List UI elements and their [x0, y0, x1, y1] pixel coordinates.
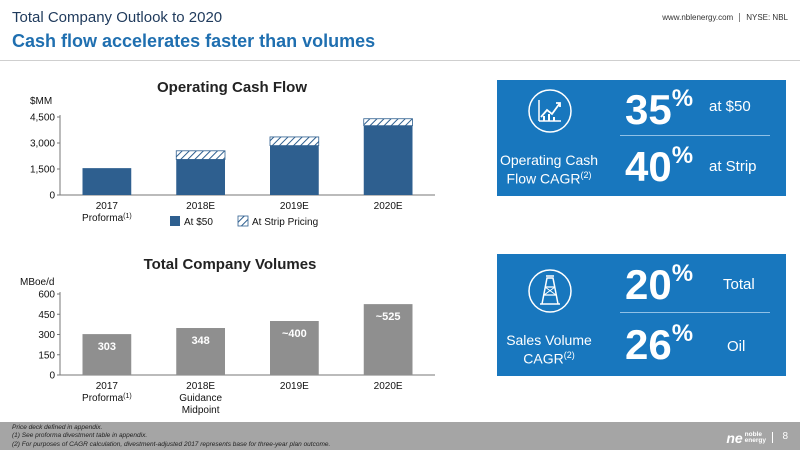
y-axis-label-0: $MM	[30, 96, 52, 107]
x-tick-label-1-2-0: 2019E	[280, 381, 309, 392]
ticker: NYSE: NBL	[746, 13, 788, 22]
legend-swatch-0-0	[170, 216, 180, 226]
chart-title-1: Total Company Volumes	[144, 256, 317, 273]
bar-0-0-0	[82, 168, 132, 195]
footer-notes: Price deck defined in appendix. (1) See …	[12, 424, 330, 449]
footnote-2: (2) For purposes of CAGR calculation, di…	[12, 440, 331, 448]
footer-bar	[0, 422, 800, 450]
footnote-1: (1) See proforma divestment table in app…	[12, 432, 148, 440]
y-tick-label-0-2: 3,000	[30, 139, 55, 150]
x-tick-label-0-0-1: Proforma(1)	[82, 213, 132, 224]
y-tick-label-0-0: 0	[49, 191, 55, 202]
y-axis-label-1: MBoe/d	[20, 277, 54, 288]
kpi-box-volume: Sales Volume CAGR(2) 20% Total 26% Oil	[497, 254, 786, 376]
kpi-value-volume-oil: 26%	[625, 320, 694, 368]
bar-1-1	[176, 328, 225, 375]
x-tick-label-1-1-2: Midpoint	[182, 405, 220, 416]
bar-0-0-2	[270, 145, 319, 195]
bar-0-1-3	[363, 118, 413, 127]
bar-1-3	[363, 304, 413, 375]
kpi-value-cash-flow-50: 35%	[625, 85, 694, 133]
bar-0-0-1	[176, 159, 225, 195]
company-logo: ne noble energy	[726, 430, 766, 446]
legend-label-0-0: At $50	[184, 217, 213, 228]
kpi-label-volume: Sales Volume CAGR(2)	[506, 332, 592, 367]
footnote-price-deck: Price deck defined in appendix.	[12, 424, 103, 431]
kpi-desc-volume-total: Total	[723, 276, 755, 293]
bar-1-0	[82, 334, 132, 375]
kpi-value-cash-flow-strip: 40%	[625, 142, 694, 190]
y-tick-label-1-2: 300	[38, 330, 55, 341]
slide-subtitle: Cash flow accelerates faster than volume…	[12, 31, 376, 51]
kpi-desc-volume-oil: Oil	[727, 338, 746, 355]
data-label-1-1: 348	[191, 335, 209, 347]
bar-0-0-3	[363, 125, 413, 195]
legend-label-0-1: At Strip Pricing	[252, 217, 318, 228]
bar-0-1-1	[175, 150, 226, 160]
y-tick-label-1-1: 150	[38, 350, 55, 361]
x-tick-footnote-0-0: (1)	[123, 213, 132, 220]
page-divider	[772, 432, 773, 443]
x-tick-label-0-0-0: 2017	[96, 201, 119, 212]
data-label-1-0: 303	[98, 341, 116, 353]
website-link[interactable]: www.nblenergy.com	[662, 13, 734, 22]
x-tick-label-0-1-0: 2018E	[186, 201, 215, 212]
legend-swatch-0-1	[237, 215, 249, 227]
logo-mark: ne	[726, 430, 743, 446]
header-rule	[0, 60, 800, 61]
kpi-value-volume-total: 20%	[625, 260, 694, 308]
data-label-1-3: ~525	[376, 311, 401, 323]
kpi-label-cash-flow: Operating Cash Flow CAGR(2)	[499, 152, 599, 187]
kpi-divider-volume	[620, 312, 770, 313]
kpi-divider-cash-flow	[620, 135, 770, 136]
y-tick-label-1-0: 0	[49, 371, 55, 382]
data-label-1-2: ~400	[282, 328, 307, 340]
header-right: www.nblenergy.com NYSE: NBL	[662, 13, 788, 22]
x-tick-footnote-1-0: (1)	[123, 393, 132, 400]
logo-words: noble energy	[744, 430, 766, 444]
x-tick-label-1-0-1: Proforma(1)	[82, 393, 132, 404]
chart-title-0: Operating Cash Flow	[157, 79, 307, 96]
kpi-desc-cash-flow-strip: at Strip	[709, 158, 757, 175]
kpi-box-cash-flow: Operating Cash Flow CAGR(2) 35% at $50 4…	[497, 80, 786, 196]
y-tick-label-0-3: 4,500	[30, 113, 55, 124]
kpi-desc-cash-flow-50: at $50	[709, 98, 751, 115]
slide-title: Total Company Outlook to 2020	[12, 9, 223, 26]
header-divider	[739, 13, 741, 22]
y-tick-label-1-3: 450	[38, 310, 55, 321]
x-tick-label-1-1-0: 2018E	[186, 381, 215, 392]
y-tick-label-0-1: 1,500	[30, 165, 55, 176]
bar-0-1-2	[269, 136, 320, 147]
bar-1-2	[270, 321, 319, 375]
x-tick-label-0-3-0: 2020E	[374, 201, 403, 212]
oil-derrick-icon	[528, 269, 572, 313]
page-number: 8	[782, 431, 788, 442]
x-tick-label-0-2-0: 2019E	[280, 201, 309, 212]
x-tick-label-1-0-0: 2017	[96, 381, 119, 392]
x-tick-label-1-1-1: Guidance	[179, 393, 222, 404]
x-tick-label-1-3-0: 2020E	[374, 381, 403, 392]
rising-chart-icon	[528, 89, 572, 133]
y-tick-label-1-4: 600	[38, 290, 55, 301]
